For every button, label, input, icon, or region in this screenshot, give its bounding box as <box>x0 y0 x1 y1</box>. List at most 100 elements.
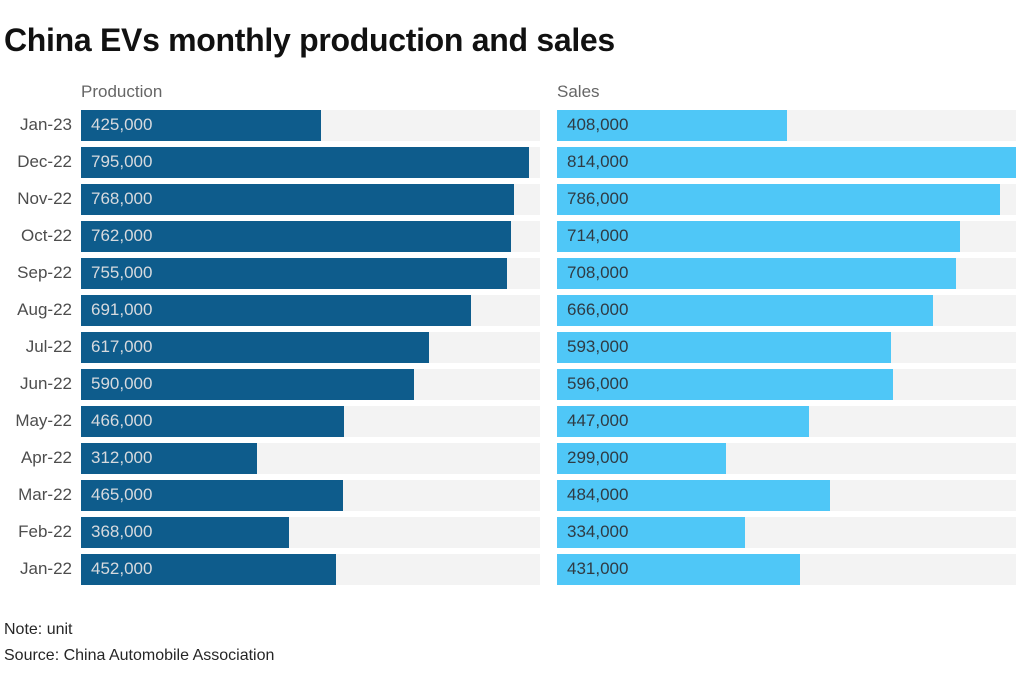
sales-bar: 708,000 <box>557 257 957 289</box>
production-bar-track: 425,000 <box>81 109 540 141</box>
production-bar-track: 452,000 <box>81 553 540 585</box>
production-value-label: 617,000 <box>91 337 153 357</box>
sales-bar-track: 299,000 <box>557 442 1016 474</box>
month-label: Aug-22 <box>17 300 72 320</box>
production-bar-track: 466,000 <box>81 405 540 437</box>
month-label: Nov-22 <box>17 189 72 209</box>
sales-bar-track: 334,000 <box>557 516 1016 548</box>
month-label: Jan-23 <box>20 115 72 135</box>
production-column-header: Production <box>81 81 163 101</box>
production-bar: 762,000 <box>81 220 511 252</box>
production-bar-track: 465,000 <box>81 479 540 511</box>
sales-value-label: 666,000 <box>567 300 629 320</box>
chart-row: Sep-22 755,000 708,000 <box>4 257 1016 289</box>
production-bar-track: 368,000 <box>81 516 540 548</box>
production-bar: 452,000 <box>81 553 336 585</box>
chart-row: Jan-22 452,000 431,000 <box>4 553 1016 585</box>
production-value-label: 755,000 <box>91 263 153 283</box>
production-bar: 312,000 <box>81 442 257 474</box>
note-text: Note: unit <box>4 620 73 638</box>
production-bar: 425,000 <box>81 109 321 141</box>
sales-value-label: 786,000 <box>567 189 629 209</box>
production-bar-track: 755,000 <box>81 257 540 289</box>
production-bar-track: 691,000 <box>81 294 540 326</box>
chart-row: Aug-22 691,000 666,000 <box>4 294 1016 326</box>
sales-bar-track: 814,000 <box>557 146 1016 178</box>
sales-bar-track: 593,000 <box>557 331 1016 363</box>
sales-bar: 334,000 <box>557 516 746 548</box>
production-bar: 755,000 <box>81 257 507 289</box>
production-bar-track: 762,000 <box>81 220 540 252</box>
chart-row: Feb-22 368,000 334,000 <box>4 516 1016 548</box>
production-value-label: 452,000 <box>91 559 153 579</box>
sales-value-label: 593,000 <box>567 337 629 357</box>
production-bar: 465,000 <box>81 479 344 511</box>
production-value-label: 691,000 <box>91 300 153 320</box>
sales-bar: 431,000 <box>557 553 801 585</box>
production-bar-track: 312,000 <box>81 442 540 474</box>
sales-bar-track: 431,000 <box>557 553 1016 585</box>
production-bar-track: 617,000 <box>81 331 540 363</box>
sales-value-label: 814,000 <box>567 152 629 172</box>
sales-bar-track: 714,000 <box>557 220 1016 252</box>
chart-rows: Jan-23 425,000 408,000 Dec-22 795,000 814,000… <box>4 109 1016 585</box>
production-bar-track: 795,000 <box>81 146 540 178</box>
sales-value-label: 334,000 <box>567 522 629 542</box>
sales-value-label: 299,000 <box>567 448 629 468</box>
sales-bar: 299,000 <box>557 442 726 474</box>
sales-value-label: 431,000 <box>567 559 629 579</box>
production-bar: 617,000 <box>81 331 429 363</box>
sales-value-label: 447,000 <box>567 411 629 431</box>
production-value-label: 425,000 <box>91 115 153 135</box>
footnotes: Note: unit Source: China Automobile Asso… <box>4 617 1016 669</box>
sales-column-header: Sales <box>557 81 600 101</box>
sales-bar: 814,000 <box>557 146 1016 178</box>
sales-bar: 786,000 <box>557 183 1001 215</box>
production-value-label: 590,000 <box>91 374 153 394</box>
column-headers: Production Sales <box>4 81 1016 103</box>
month-label: Jul-22 <box>25 337 72 357</box>
production-value-label: 795,000 <box>91 152 153 172</box>
chart-row: Mar-22 465,000 484,000 <box>4 479 1016 511</box>
sales-value-label: 484,000 <box>567 485 629 505</box>
sales-bar: 714,000 <box>557 220 960 252</box>
sales-bar: 408,000 <box>557 109 788 141</box>
sales-bar: 484,000 <box>557 479 830 511</box>
chart-row: Apr-22 312,000 299,000 <box>4 442 1016 474</box>
chart-row: Jan-23 425,000 408,000 <box>4 109 1016 141</box>
sales-bar-track: 666,000 <box>557 294 1016 326</box>
production-bar: 795,000 <box>81 146 530 178</box>
sales-bar: 596,000 <box>557 368 894 400</box>
chart-row: Oct-22 762,000 714,000 <box>4 220 1016 252</box>
month-label: Oct-22 <box>20 226 72 246</box>
chart-row: Jul-22 617,000 593,000 <box>4 331 1016 363</box>
sales-bar-track: 447,000 <box>557 405 1016 437</box>
dual-bar-chart: Production Sales Jan-23 425,000 408,000 Dec… <box>4 81 1016 585</box>
column-gap <box>540 81 557 103</box>
sales-bar: 593,000 <box>557 331 892 363</box>
month-label: Dec-22 <box>17 152 72 172</box>
chart-row: Jun-22 590,000 596,000 <box>4 368 1016 400</box>
production-value-label: 312,000 <box>91 448 153 468</box>
production-bar: 768,000 <box>81 183 515 215</box>
month-label: Apr-22 <box>20 448 72 468</box>
production-bar: 691,000 <box>81 294 471 326</box>
sales-value-label: 596,000 <box>567 374 629 394</box>
production-bar: 466,000 <box>81 405 344 437</box>
month-label: Jan-22 <box>20 559 72 579</box>
sales-value-label: 708,000 <box>567 263 629 283</box>
sales-bar-track: 708,000 <box>557 257 1016 289</box>
month-label: Sep-22 <box>17 263 72 283</box>
production-bar: 590,000 <box>81 368 414 400</box>
production-value-label: 768,000 <box>91 189 153 209</box>
chart-title: China EVs monthly production and sales <box>4 22 615 58</box>
chart-row: Dec-22 795,000 814,000 <box>4 146 1016 178</box>
month-label: Feb-22 <box>18 522 72 542</box>
chart-row: Nov-22 768,000 786,000 <box>4 183 1016 215</box>
sales-bar-track: 484,000 <box>557 479 1016 511</box>
month-label: May-22 <box>15 411 72 431</box>
month-label: Jun-22 <box>20 374 72 394</box>
sales-bar-track: 408,000 <box>557 109 1016 141</box>
production-bar: 368,000 <box>81 516 289 548</box>
